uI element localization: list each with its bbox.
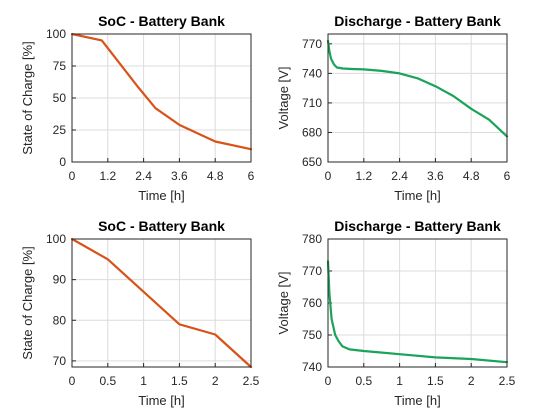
y-tick-label: 710 bbox=[302, 96, 322, 110]
axes-frame bbox=[327, 238, 508, 368]
x-tick-label: 2 bbox=[468, 374, 475, 388]
x-tick-label: 6 bbox=[504, 169, 511, 183]
y-tick-label: 70 bbox=[53, 354, 67, 368]
x-tick-label: 0 bbox=[69, 169, 76, 183]
y-tick-label: 25 bbox=[53, 123, 67, 137]
y-tick-label: 100 bbox=[46, 27, 66, 41]
x-tick-label: 3.6 bbox=[427, 169, 444, 183]
y-tick-label: 75 bbox=[53, 59, 67, 73]
x-tick-label: 1.5 bbox=[427, 374, 444, 388]
plot-area bbox=[328, 34, 507, 162]
y-tick-label: 0 bbox=[59, 155, 66, 169]
y-tick-label: 90 bbox=[53, 273, 67, 287]
y-tick-label: 750 bbox=[302, 328, 322, 342]
chart-4: 0 0.5 1 1.5 2 2.5 740 750 760 770 780 Discharge - B… bbox=[276, 218, 516, 408]
series-line-1 bbox=[326, 260, 509, 364]
y-tick-label: 760 bbox=[302, 296, 322, 310]
x-tick-label: 2.4 bbox=[391, 169, 408, 183]
y-axis-label: Voltage [V] bbox=[276, 272, 291, 335]
series-line-1 bbox=[326, 39, 509, 138]
plot-area bbox=[72, 239, 251, 367]
y-axis-label: State of Charge [%] bbox=[20, 246, 35, 359]
y-tick-label: 780 bbox=[302, 232, 322, 246]
x-tick-label: 1 bbox=[396, 374, 403, 388]
x-axis-label: Time [h] bbox=[394, 393, 440, 408]
x-tick-label: 2.5 bbox=[243, 374, 260, 388]
series-line-1 bbox=[70, 237, 253, 369]
x-tick-label: 1.2 bbox=[355, 169, 372, 183]
x-tick-label: 0 bbox=[69, 374, 76, 388]
chart-title: SoC - Battery Bank bbox=[98, 13, 225, 29]
axes-frame bbox=[71, 33, 252, 163]
chart-2: 0 1.2 2.4 3.6 4.8 6 650 680 710 740 770 Discharge -… bbox=[276, 13, 511, 203]
x-tick-label: 0.5 bbox=[99, 374, 116, 388]
x-axis-label: Time [h] bbox=[394, 188, 440, 203]
y-axis-label: State of Charge [%] bbox=[20, 41, 35, 154]
y-tick-label: 100 bbox=[46, 232, 66, 246]
axes-frame bbox=[71, 238, 252, 368]
x-axis-label: Time [h] bbox=[138, 393, 184, 408]
x-axis-label: Time [h] bbox=[138, 188, 184, 203]
y-tick-label: 770 bbox=[302, 37, 322, 51]
chart-title: Discharge - Battery Bank bbox=[334, 218, 501, 234]
x-tick-label: 0 bbox=[325, 374, 332, 388]
x-tick-label: 3.6 bbox=[171, 169, 188, 183]
x-tick-label: 4.8 bbox=[207, 169, 224, 183]
x-tick-label: 2 bbox=[212, 374, 219, 388]
series-line-1 bbox=[70, 32, 253, 151]
x-tick-label: 2.4 bbox=[135, 169, 152, 183]
x-tick-label: 2.5 bbox=[499, 374, 516, 388]
y-tick-label: 80 bbox=[53, 313, 67, 327]
y-tick-label: 680 bbox=[302, 125, 322, 139]
chart-title: SoC - Battery Bank bbox=[98, 218, 225, 234]
x-tick-label: 4.8 bbox=[463, 169, 480, 183]
x-tick-label: 1.2 bbox=[99, 169, 116, 183]
chart-3: 0 0.5 1 1.5 2 2.5 70 80 90 100 SoC - Battery Bank T… bbox=[20, 218, 260, 408]
x-tick-label: 0 bbox=[325, 169, 332, 183]
x-tick-label: 1.5 bbox=[171, 374, 188, 388]
y-tick-label: 740 bbox=[302, 66, 322, 80]
y-axis-label: Voltage [V] bbox=[276, 67, 291, 130]
y-tick-label: 770 bbox=[302, 264, 322, 278]
x-tick-label: 0.5 bbox=[355, 374, 372, 388]
x-tick-label: 6 bbox=[248, 169, 255, 183]
axes-frame bbox=[327, 33, 508, 163]
chart-title: Discharge - Battery Bank bbox=[334, 13, 501, 29]
x-tick-label: 1 bbox=[140, 374, 147, 388]
y-tick-label: 50 bbox=[53, 91, 67, 105]
chart-1: 0 1.2 2.4 3.6 4.8 6 0 25 50 75 100 SoC - Battery Ba… bbox=[20, 13, 255, 203]
y-tick-label: 650 bbox=[302, 155, 322, 169]
y-tick-label: 740 bbox=[302, 360, 322, 374]
